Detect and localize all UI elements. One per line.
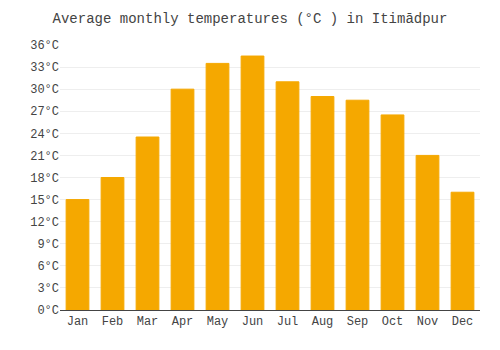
svg-text:Average monthly temperatures (: Average monthly temperatures (°C ) in It… bbox=[53, 11, 448, 27]
svg-text:Jun: Jun bbox=[242, 315, 264, 329]
svg-text:Apr: Apr bbox=[172, 315, 194, 329]
svg-text:3°C: 3°C bbox=[37, 282, 59, 296]
svg-text:15°C: 15°C bbox=[30, 194, 59, 208]
svg-text:Sep: Sep bbox=[347, 315, 369, 329]
svg-text:0°C: 0°C bbox=[37, 304, 59, 318]
svg-text:Jan: Jan bbox=[67, 315, 89, 329]
svg-text:30°C: 30°C bbox=[30, 83, 59, 97]
svg-text:33°C: 33°C bbox=[30, 61, 59, 75]
svg-text:Oct: Oct bbox=[382, 315, 404, 329]
svg-text:36°C: 36°C bbox=[30, 39, 59, 53]
svg-text:21°C: 21°C bbox=[30, 150, 59, 164]
svg-text:6°C: 6°C bbox=[37, 260, 59, 274]
svg-text:27°C: 27°C bbox=[30, 105, 59, 119]
svg-text:18°C: 18°C bbox=[30, 172, 59, 186]
svg-text:Dec: Dec bbox=[452, 315, 474, 329]
svg-text:Nov: Nov bbox=[417, 315, 439, 329]
svg-text:Feb: Feb bbox=[102, 315, 124, 329]
svg-text:Jul: Jul bbox=[277, 315, 299, 329]
svg-text:Aug: Aug bbox=[312, 315, 334, 329]
svg-text:May: May bbox=[207, 315, 229, 329]
svg-text:12°C: 12°C bbox=[30, 216, 59, 230]
svg-text:Mar: Mar bbox=[137, 315, 159, 329]
svg-text:24°C: 24°C bbox=[30, 128, 59, 142]
svg-text:9°C: 9°C bbox=[37, 238, 59, 252]
